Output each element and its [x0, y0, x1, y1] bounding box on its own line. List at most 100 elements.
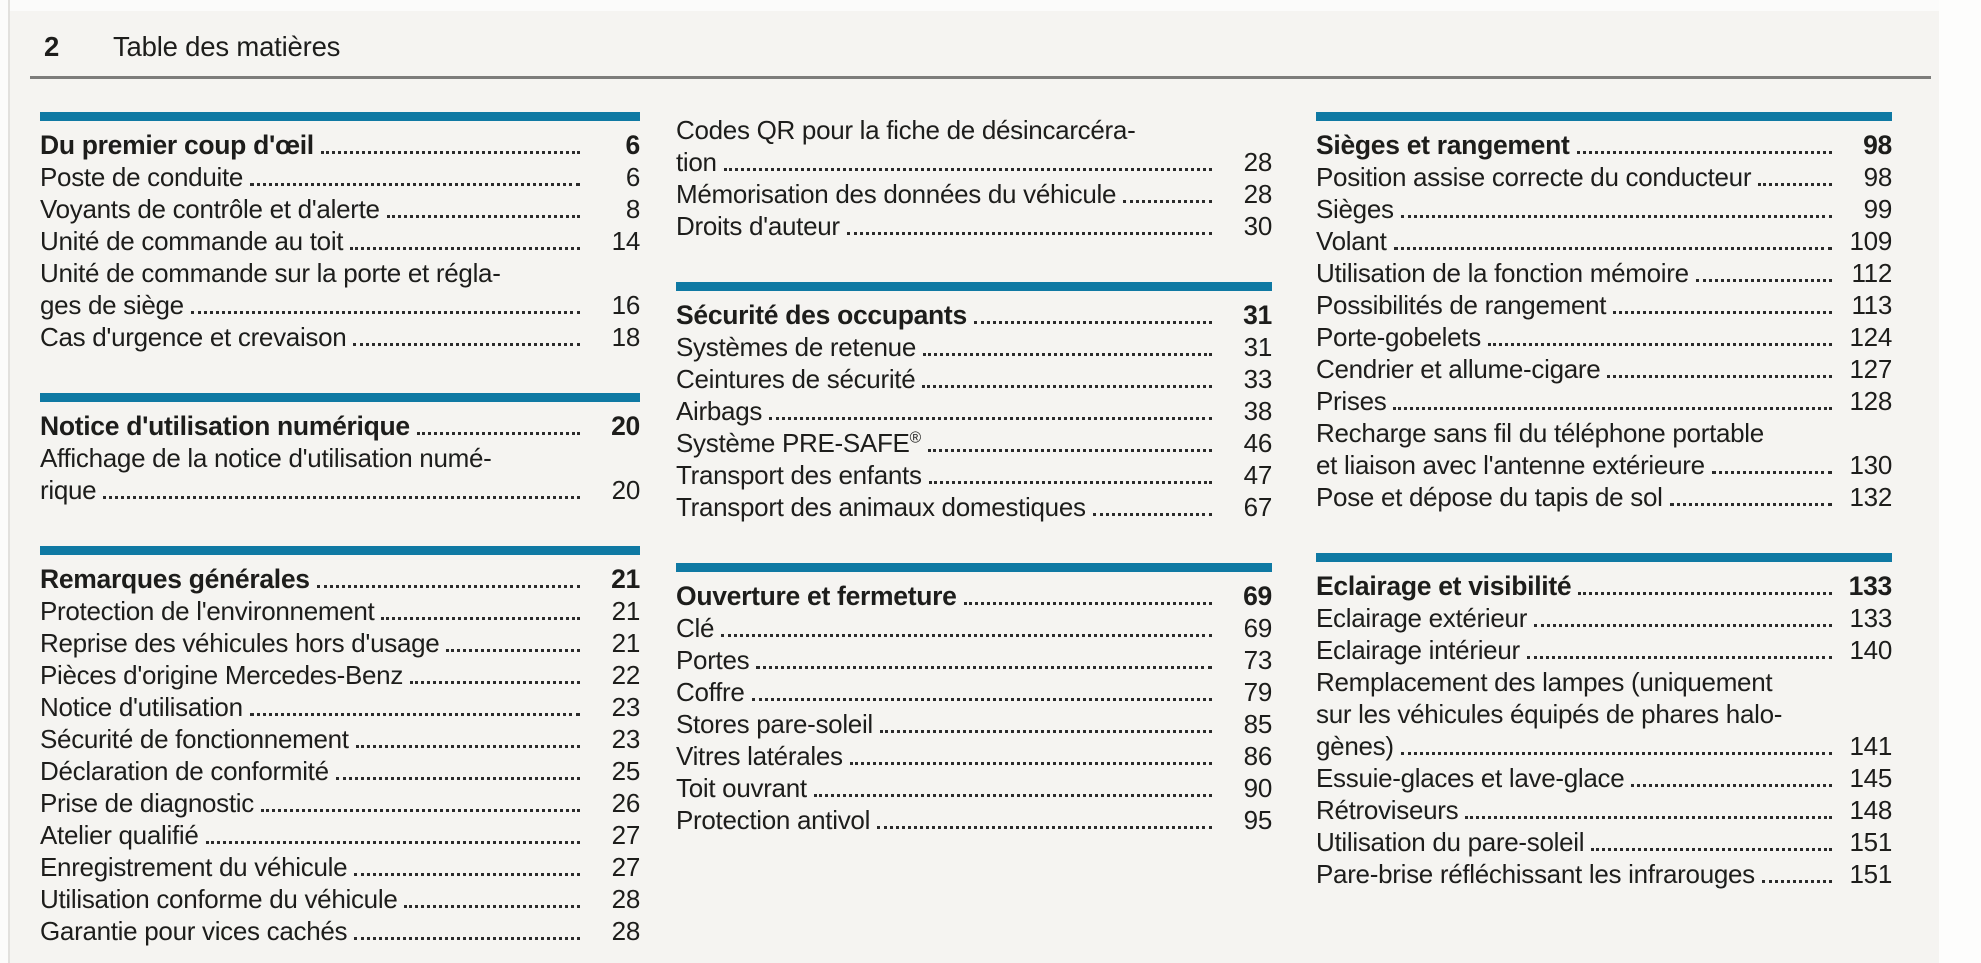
entry-label: Porte-gobelets — [1316, 322, 1481, 352]
section-title-row: Sièges et rangement 98 — [1316, 129, 1892, 161]
entry-page-number: 14 — [611, 226, 641, 256]
section-accent-bar — [676, 563, 1272, 572]
entry-label: Sièges — [1316, 194, 1394, 224]
dot-leader — [1465, 816, 1832, 819]
entry-page-number: 20 — [611, 475, 641, 505]
page-header: 2 Table des matières — [44, 30, 340, 64]
dot-leader — [353, 343, 580, 346]
entry-label: et liaison avec l'antenne extérieure — [1316, 450, 1705, 480]
entry-label: Recharge sans fil du téléphone portable — [1316, 418, 1764, 448]
entry-page-number: 38 — [1243, 396, 1273, 426]
entry-page-number: 133 — [1849, 603, 1893, 633]
dot-leader — [1607, 375, 1832, 378]
entry-page-number: 151 — [1849, 859, 1893, 889]
toc-entry-row: Toit ouvrant 90 — [676, 772, 1272, 804]
dot-leader — [386, 215, 580, 218]
entry-page-number: 99 — [1863, 194, 1893, 224]
toc-entry-row: Sièges 99 — [1316, 193, 1892, 225]
toc-entry-row: Cendrier et allume-cigare 127 — [1316, 353, 1892, 385]
dot-leader — [751, 698, 1212, 701]
dot-leader — [923, 353, 1212, 356]
toc-entry-row: Vitres latérales 86 — [676, 740, 1272, 772]
toc-entry-row: Pièces d'origine Mercedes-Benz 22 — [40, 659, 640, 691]
entry-page-number: 22 — [611, 660, 641, 690]
dot-leader — [1393, 407, 1832, 410]
dot-leader — [1393, 247, 1832, 250]
section-accent-bar — [1316, 112, 1892, 121]
entry-page-number: 67 — [1243, 492, 1273, 522]
entry-label: Systèmes de retenue — [676, 332, 916, 362]
section-title-row: Eclairage et visibilité 133 — [1316, 570, 1892, 602]
toc-entry-row: Unité de commande au toit 14 — [40, 225, 640, 257]
entry-label: Utilisation du pare-soleil — [1316, 827, 1585, 857]
toc-section: Du premier coup d'œil 6 Poste de conduite 6… — [40, 112, 640, 353]
toc-entry-row: Eclairage intérieur 140 — [1316, 634, 1892, 666]
entry-label: Ceintures de sécurité — [676, 364, 916, 394]
toc-entry-row: Porte-gobelets 124 — [1316, 321, 1892, 353]
dot-leader — [1578, 592, 1832, 595]
dot-leader — [335, 777, 580, 780]
toc-entry-row: Pare-brise réfléchissant les infrarouges… — [1316, 858, 1892, 890]
entry-label: Vitres latérales — [676, 741, 843, 771]
section-accent-bar — [40, 546, 640, 555]
toc-entry-row: Eclairage extérieur 133 — [1316, 602, 1892, 634]
dot-leader — [205, 841, 580, 844]
toc-entry-row: Déclaration de conformité 25 — [40, 755, 640, 787]
section-page-number: 20 — [611, 411, 640, 441]
entry-page-number: 130 — [1849, 450, 1893, 480]
dot-leader — [1092, 513, 1212, 516]
dot-leader — [756, 666, 1212, 669]
entry-label: Affichage de la notice d'utilisation num… — [40, 443, 492, 473]
entry-page-number: 85 — [1243, 709, 1273, 739]
entry-page-number: 140 — [1849, 635, 1893, 665]
section-title: Du premier coup d'œil — [40, 130, 314, 160]
toc-section: Sécurité des occupants 31 Systèmes de rete… — [676, 282, 1272, 523]
entry-page-number: 25 — [611, 756, 641, 786]
header-rule — [30, 76, 1931, 79]
toc-entry-row: Cas d'urgence et crevaison 18 — [40, 321, 640, 353]
toc-entry-row: Remplacement des lampes (uniquement — [1316, 666, 1892, 698]
section-page-number: 31 — [1243, 300, 1272, 330]
entry-label: Clé — [676, 613, 715, 643]
toc-entry-row: Protection de l'environnement 21 — [40, 595, 640, 627]
entry-page-number: 113 — [1851, 290, 1892, 320]
toc-entry-row: Poste de conduite 6 — [40, 161, 640, 193]
dot-leader — [446, 649, 580, 652]
dot-leader — [849, 762, 1212, 765]
entry-page-number: 23 — [611, 692, 641, 722]
dot-leader — [260, 809, 580, 812]
entry-page-number: 28 — [1243, 147, 1273, 177]
section-accent-bar — [40, 112, 640, 121]
dot-leader — [190, 311, 580, 314]
toc-section: Remarques générales 21 Protection de l'env… — [40, 546, 640, 947]
section-title: Sièges et rangement — [1316, 130, 1570, 160]
section-title-row: Ouverture et fermeture 69 — [676, 580, 1272, 612]
dot-leader — [723, 168, 1212, 171]
dot-leader — [1761, 880, 1832, 883]
dot-leader — [103, 496, 580, 499]
toc-entry-row: Systèmes de retenue 31 — [676, 331, 1272, 363]
entry-label: Reprise des véhicules hors d'usage — [40, 628, 440, 658]
dot-leader — [1591, 848, 1832, 851]
toc-entry-row: Airbags 38 — [676, 395, 1272, 427]
entry-page-number: 6 — [625, 162, 640, 192]
dot-leader — [1695, 279, 1832, 282]
entry-page-number: 31 — [1243, 332, 1273, 362]
entry-label: Protection antivol — [676, 805, 871, 835]
entry-page-number: 26 — [611, 788, 641, 818]
dot-leader — [410, 681, 580, 684]
entry-page-number: 132 — [1849, 482, 1893, 512]
dot-leader — [928, 481, 1212, 484]
dot-leader — [416, 432, 580, 435]
toc-entry-row: Prise de diagnostic 26 — [40, 787, 640, 819]
dot-leader — [813, 794, 1212, 797]
toc-entry-row: Enregistrement du véhicule 27 — [40, 851, 640, 883]
toc-entry-row: Essuie-glaces et lave-glace 145 — [1316, 762, 1892, 794]
entry-page-number: 127 — [1849, 354, 1893, 384]
dot-leader — [769, 417, 1212, 420]
toc-entry-row: Position assise correcte du conducteur 98 — [1316, 161, 1892, 193]
toc-entry-row: Recharge sans fil du téléphone portable — [1316, 417, 1892, 449]
dot-leader — [250, 183, 580, 186]
entry-page-number: 141 — [1849, 731, 1893, 761]
dot-leader — [354, 937, 580, 940]
